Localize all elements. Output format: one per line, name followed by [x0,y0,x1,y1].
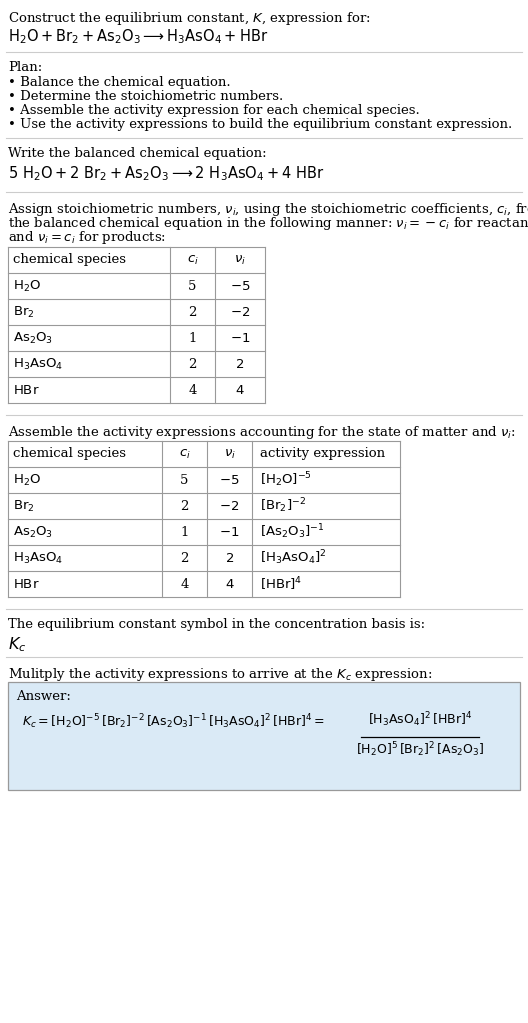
Text: chemical species: chemical species [13,254,126,267]
Text: 2: 2 [181,499,188,513]
Text: $\mathrm{H_2O}$: $\mathrm{H_2O}$ [13,473,41,488]
Text: $c_i$: $c_i$ [186,254,199,267]
Text: • Assemble the activity expression for each chemical species.: • Assemble the activity expression for e… [8,104,420,117]
Text: chemical species: chemical species [13,447,126,460]
Text: $-2$: $-2$ [220,499,240,513]
Text: Write the balanced chemical equation:: Write the balanced chemical equation: [8,147,267,160]
Text: Assemble the activity expressions accounting for the state of matter and $\nu_i$: Assemble the activity expressions accoun… [8,424,516,441]
Text: 5: 5 [181,474,188,487]
Text: $K_c$: $K_c$ [8,635,26,654]
Text: $\mathrm{Br_2}$: $\mathrm{Br_2}$ [13,305,34,319]
Text: $2$: $2$ [235,357,244,370]
Text: 4: 4 [188,384,197,397]
Text: $-1$: $-1$ [230,331,250,345]
Text: Construct the equilibrium constant, $K$, expression for:: Construct the equilibrium constant, $K$,… [8,10,371,27]
Text: $-2$: $-2$ [230,306,250,318]
Text: $4$: $4$ [225,578,234,590]
Text: $\mathrm{H_2O}$: $\mathrm{H_2O}$ [13,278,41,294]
Text: Assign stoichiometric numbers, $\nu_i$, using the stoichiometric coefficients, $: Assign stoichiometric numbers, $\nu_i$, … [8,201,528,218]
Text: $-5$: $-5$ [219,474,240,487]
Text: $-5$: $-5$ [230,279,250,293]
Text: 2: 2 [181,551,188,565]
Text: Answer:: Answer: [16,690,71,703]
Text: $\mathrm{5\ H_2O + 2\ Br_2 + As_2O_3 \longrightarrow 2\ H_3AsO_4 + 4\ HBr}$: $\mathrm{5\ H_2O + 2\ Br_2 + As_2O_3 \lo… [8,164,324,183]
Text: • Use the activity expressions to build the equilibrium constant expression.: • Use the activity expressions to build … [8,118,512,131]
Text: $[\mathrm{HBr}]^{4}$: $[\mathrm{HBr}]^{4}$ [260,575,303,592]
Text: 1: 1 [181,526,188,538]
Text: • Determine the stoichiometric numbers.: • Determine the stoichiometric numbers. [8,90,283,103]
Text: $[\mathrm{Br_2}]^{-2}$: $[\mathrm{Br_2}]^{-2}$ [260,496,306,516]
Text: 2: 2 [188,306,197,318]
Text: $\mathrm{HBr}$: $\mathrm{HBr}$ [13,384,40,397]
Text: $\mathrm{HBr}$: $\mathrm{HBr}$ [13,578,40,590]
Text: $\mathrm{H_2O + Br_2 + As_2O_3 \longrightarrow H_3AsO_4 + HBr}$: $\mathrm{H_2O + Br_2 + As_2O_3 \longrigh… [8,27,268,46]
Text: $[\mathrm{H_2O}]^5\,[\mathrm{Br_2}]^2\,[\mathrm{As_2O_3}]$: $[\mathrm{H_2O}]^5\,[\mathrm{Br_2}]^2\,[… [356,740,484,759]
Text: $4$: $4$ [235,384,245,397]
Text: $\nu_i$: $\nu_i$ [234,254,246,267]
Text: the balanced chemical equation in the following manner: $\nu_i = -c_i$ for react: the balanced chemical equation in the fo… [8,215,528,232]
Text: 1: 1 [188,331,197,345]
Text: 4: 4 [181,578,188,590]
Text: $[\mathrm{H_2O}]^{-5}$: $[\mathrm{H_2O}]^{-5}$ [260,471,312,489]
Text: $[\mathrm{H_3AsO_4}]^2\,[\mathrm{HBr}]^4$: $[\mathrm{H_3AsO_4}]^2\,[\mathrm{HBr}]^4… [368,710,472,729]
Text: Mulitply the activity expressions to arrive at the $K_c$ expression:: Mulitply the activity expressions to arr… [8,666,432,683]
Text: $\mathrm{Br_2}$: $\mathrm{Br_2}$ [13,498,34,514]
Text: 2: 2 [188,357,197,370]
Text: 5: 5 [188,279,197,293]
Text: $2$: $2$ [225,551,234,565]
Text: The equilibrium constant symbol in the concentration basis is:: The equilibrium constant symbol in the c… [8,618,425,631]
Text: $\mathrm{H_3AsO_4}$: $\mathrm{H_3AsO_4}$ [13,550,63,566]
Text: $K_c = [\mathrm{H_2O}]^{-5}\,[\mathrm{Br_2}]^{-2}\,[\mathrm{As_2O_3}]^{-1}\,[\ma: $K_c = [\mathrm{H_2O}]^{-5}\,[\mathrm{Br… [22,712,325,730]
Text: • Balance the chemical equation.: • Balance the chemical equation. [8,76,231,89]
Text: $-1$: $-1$ [219,526,240,538]
Text: $\mathrm{As_2O_3}$: $\mathrm{As_2O_3}$ [13,525,53,539]
Text: $\nu_i$: $\nu_i$ [223,447,235,460]
Text: $c_i$: $c_i$ [178,447,191,460]
Text: $\mathrm{As_2O_3}$: $\mathrm{As_2O_3}$ [13,330,53,346]
Text: activity expression: activity expression [260,447,385,460]
Text: and $\nu_i = c_i$ for products:: and $\nu_i = c_i$ for products: [8,229,166,246]
Text: $[\mathrm{H_3AsO_4}]^{2}$: $[\mathrm{H_3AsO_4}]^{2}$ [260,548,326,568]
Text: $\mathrm{H_3AsO_4}$: $\mathrm{H_3AsO_4}$ [13,356,63,371]
FancyBboxPatch shape [8,682,520,790]
Text: Plan:: Plan: [8,61,42,74]
Text: $[\mathrm{As_2O_3}]^{-1}$: $[\mathrm{As_2O_3}]^{-1}$ [260,523,324,541]
